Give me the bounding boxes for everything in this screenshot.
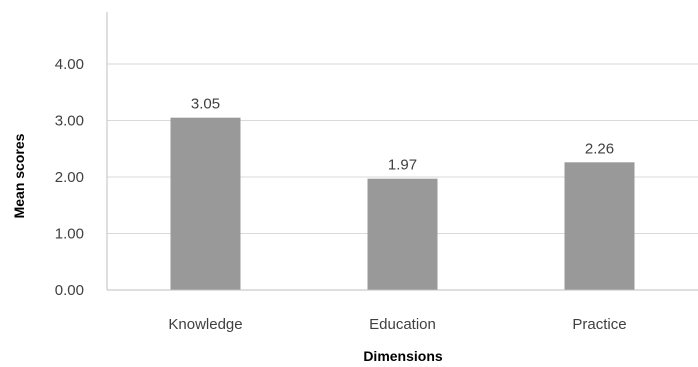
y-tick-label: 2.00 bbox=[55, 169, 84, 186]
y-axis-title: Mean scores bbox=[11, 133, 27, 218]
y-tick-labels: 0.00 1.00 2.00 3.00 4.00 bbox=[55, 56, 84, 299]
y-tick-label: 3.00 bbox=[55, 113, 84, 130]
x-category-label: Education bbox=[369, 316, 436, 333]
x-category-label: Practice bbox=[572, 316, 626, 333]
y-tick-label: 1.00 bbox=[55, 226, 84, 243]
axes bbox=[106, 12, 698, 291]
bars bbox=[170, 117, 635, 290]
y-tick-label: 0.00 bbox=[55, 282, 84, 299]
bar-knowledge bbox=[170, 117, 241, 290]
x-category-label: Knowledge bbox=[168, 316, 242, 333]
data-labels: 3.05 1.97 2.26 bbox=[191, 96, 614, 174]
data-label: 3.05 bbox=[191, 96, 220, 113]
data-label: 2.26 bbox=[585, 140, 614, 157]
x-category-labels: Knowledge Education Practice bbox=[168, 316, 626, 333]
data-label: 1.97 bbox=[388, 157, 417, 174]
bar-practice bbox=[564, 162, 635, 290]
bar-education bbox=[367, 178, 438, 290]
x-axis-title: Dimensions bbox=[363, 348, 443, 364]
y-tick-label: 4.00 bbox=[55, 56, 84, 73]
